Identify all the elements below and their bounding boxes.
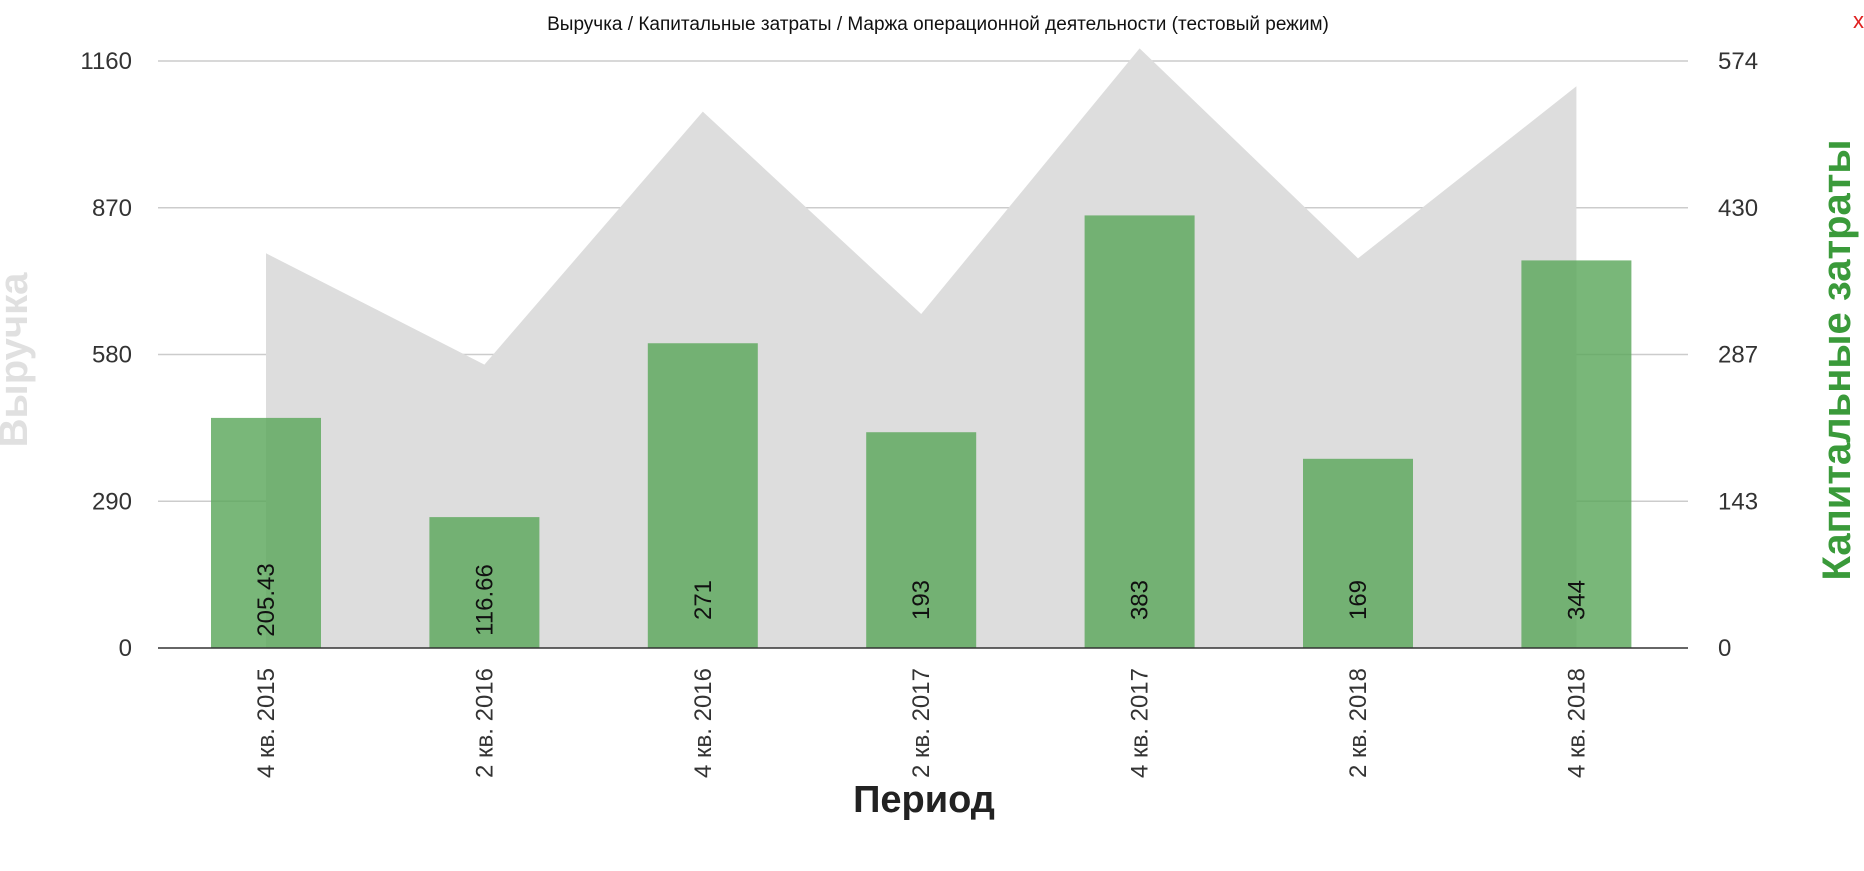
right-tick-label: 0 bbox=[1718, 635, 1731, 662]
left-tick-label: 1160 bbox=[80, 48, 132, 75]
x-tick-label: 2 кв. 2017 bbox=[908, 668, 935, 778]
capex-bar bbox=[866, 432, 977, 648]
bar-value-label: 116.66 bbox=[471, 564, 498, 636]
capex-bar bbox=[1521, 260, 1632, 648]
chart-title: Выручка / Капитальные затраты / Маржа оп… bbox=[547, 14, 1329, 35]
left-tick-label: 290 bbox=[92, 488, 132, 515]
bar-value-label: 383 bbox=[1127, 580, 1154, 620]
capex-bar bbox=[647, 343, 758, 648]
bar-value-label: 271 bbox=[690, 580, 717, 620]
right-tick-label: 287 bbox=[1718, 342, 1758, 369]
x-tick-label: 4 кв. 2015 bbox=[253, 668, 280, 778]
right-tick-label: 143 bbox=[1718, 488, 1758, 515]
x-tick-label: 4 кв. 2017 bbox=[1127, 668, 1154, 778]
bar-value-label: 169 bbox=[1345, 580, 1372, 620]
capex-bar bbox=[211, 417, 321, 648]
capex-bar bbox=[429, 517, 540, 648]
bar-value-label: 193 bbox=[908, 580, 935, 620]
left-axis-label: Выручка bbox=[0, 272, 36, 447]
bar-value-label: 205.43 bbox=[253, 563, 280, 636]
left-tick-label: 870 bbox=[92, 195, 132, 222]
capex-bar bbox=[1303, 458, 1413, 648]
right-tick-label: 430 bbox=[1718, 195, 1758, 222]
bar-value-label: 344 bbox=[1563, 580, 1590, 620]
x-tick-label: 2 кв. 2018 bbox=[1345, 668, 1372, 778]
revenue-area-layer bbox=[266, 48, 1577, 649]
x-tick-label: 2 кв. 2016 bbox=[471, 668, 498, 778]
right-tick-label: 574 bbox=[1718, 48, 1758, 75]
x-tick-label: 4 кв. 2018 bbox=[1563, 668, 1590, 778]
right-axis-label: Капитальные затраты bbox=[1815, 139, 1859, 580]
capex-bar bbox=[1084, 215, 1195, 648]
x-axis-label: Период bbox=[853, 779, 995, 821]
capex-bars-layer: 205.43 116.66 271 193 383 169 344 bbox=[211, 215, 1632, 648]
left-tick-label: 0 bbox=[119, 635, 132, 662]
x-tick-label: 4 кв. 2016 bbox=[690, 668, 717, 778]
axes-layer: 0 290 580 870 1160 0 143 287 430 574 4 кв. 2015 2 к… bbox=[80, 48, 1758, 778]
left-tick-label: 580 bbox=[92, 342, 132, 369]
revenue-area bbox=[266, 48, 1577, 649]
close-icon[interactable]: x bbox=[1853, 8, 1864, 33]
